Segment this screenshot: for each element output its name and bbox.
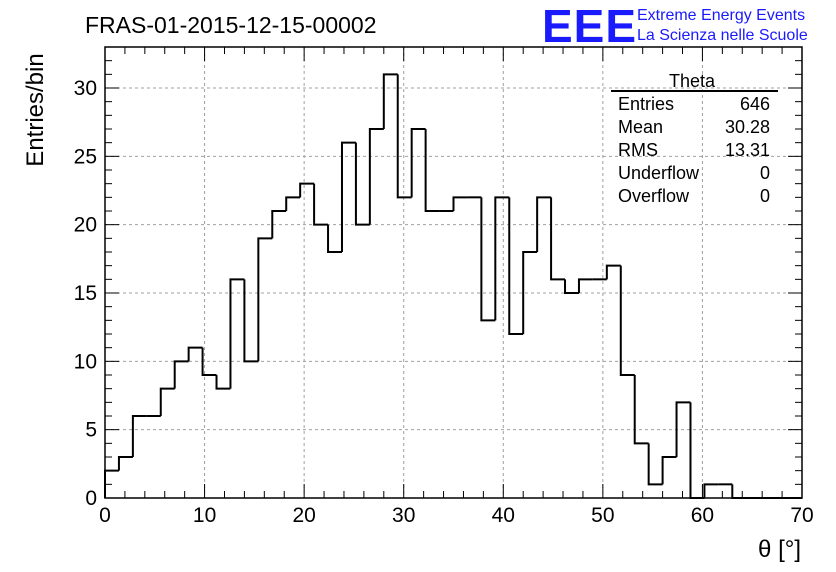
stats-label-overflow: Overflow [618, 186, 690, 206]
axes [104, 46, 803, 499]
histogram-bars [104, 73, 802, 499]
stats-label-rms: RMS [618, 140, 658, 160]
y-tick-label: 5 [85, 419, 97, 442]
histogram-bin [508, 197, 524, 335]
histogram-bin [494, 196, 510, 321]
histogram-bin [675, 401, 691, 457]
stats-label-mean: Mean [618, 117, 663, 137]
y-tick-label: 10 [74, 350, 97, 373]
project-name-line1: Extreme Energy Events [637, 7, 805, 24]
histogram-bin [480, 197, 496, 322]
x-tick-label: 50 [591, 504, 614, 527]
project-name-line2: La Scienza nelle Scuole [637, 27, 808, 44]
histogram-bin [340, 141, 356, 252]
histogram-bin [368, 128, 384, 225]
histogram-bin [131, 415, 147, 457]
histogram-bin [215, 375, 231, 390]
y-axis-title: Entries/bin [22, 53, 49, 166]
stats-value-overflow: 0 [760, 186, 770, 206]
histogram-bin [550, 197, 566, 281]
histogram-bin [187, 346, 203, 362]
stats-value-underflow: 0 [760, 163, 770, 183]
histogram-bin [564, 279, 579, 294]
x-tick-label: 0 [99, 504, 111, 527]
histogram-bin [271, 210, 287, 239]
x-tick-label: 30 [392, 504, 415, 527]
stats-value-entries: 646 [740, 94, 770, 114]
eee-logo: EEE [542, 0, 637, 52]
chart-title: FRAS-01-2015-12-15-00002 [85, 12, 377, 38]
histogram-bin [229, 278, 245, 389]
histogram-bin [285, 196, 301, 211]
stats-title: Theta [669, 71, 716, 91]
histogram-bin [117, 456, 133, 471]
axis-ticks: 0 10 20 30 40 50 60 70 0 5 10 15 20 25 30 [74, 46, 814, 527]
x-tick-label: 40 [492, 504, 515, 527]
histogram-bin [522, 251, 538, 334]
x-tick-label: 10 [193, 504, 216, 527]
histogram-bin [577, 278, 593, 293]
histogram-bin [382, 73, 398, 129]
histogram-bin [424, 129, 440, 212]
histogram-bin [173, 360, 189, 389]
histogram-bin [731, 484, 747, 499]
stats-box: Theta Entries 646 Mean 30.28 RMS 13.31 U… [611, 71, 778, 206]
grid-lines [105, 47, 802, 498]
x-tick-label: 20 [292, 504, 315, 527]
stats-label-entries: Entries [618, 94, 674, 114]
stats-label-underflow: Underflow [618, 163, 700, 183]
y-tick-label: 25 [74, 145, 97, 168]
histogram-bin [201, 347, 217, 376]
histogram-bin [313, 183, 329, 226]
y-tick-label: 0 [85, 487, 97, 510]
histogram-bin [452, 196, 468, 211]
histogram-bin [257, 237, 273, 362]
x-axis-title: θ [°] [758, 536, 801, 563]
histogram-bin [536, 196, 552, 252]
y-tick-label: 20 [74, 214, 97, 237]
histogram-bin [633, 375, 649, 445]
histogram-bin [299, 182, 315, 198]
y-tick-label: 15 [74, 282, 97, 305]
histogram-bin [243, 279, 259, 363]
histogram-bin [354, 142, 370, 226]
histogram-bin [605, 264, 621, 280]
histogram-bin [703, 483, 719, 498]
y-tick-label: 30 [74, 77, 97, 100]
histogram-bin [396, 74, 412, 199]
plot-frame [104, 46, 803, 499]
histogram-bin [619, 265, 635, 376]
histogram-bin [647, 443, 663, 486]
x-tick-label: 60 [691, 504, 714, 527]
stats-value-rms: 13.31 [725, 140, 770, 160]
histogram-bin [327, 224, 342, 253]
stats-value-mean: 30.28 [725, 117, 770, 137]
histogram-bin [410, 128, 426, 198]
histogram-bin [159, 387, 175, 416]
x-tick-label: 70 [790, 504, 813, 527]
histogram-bin [661, 456, 677, 485]
